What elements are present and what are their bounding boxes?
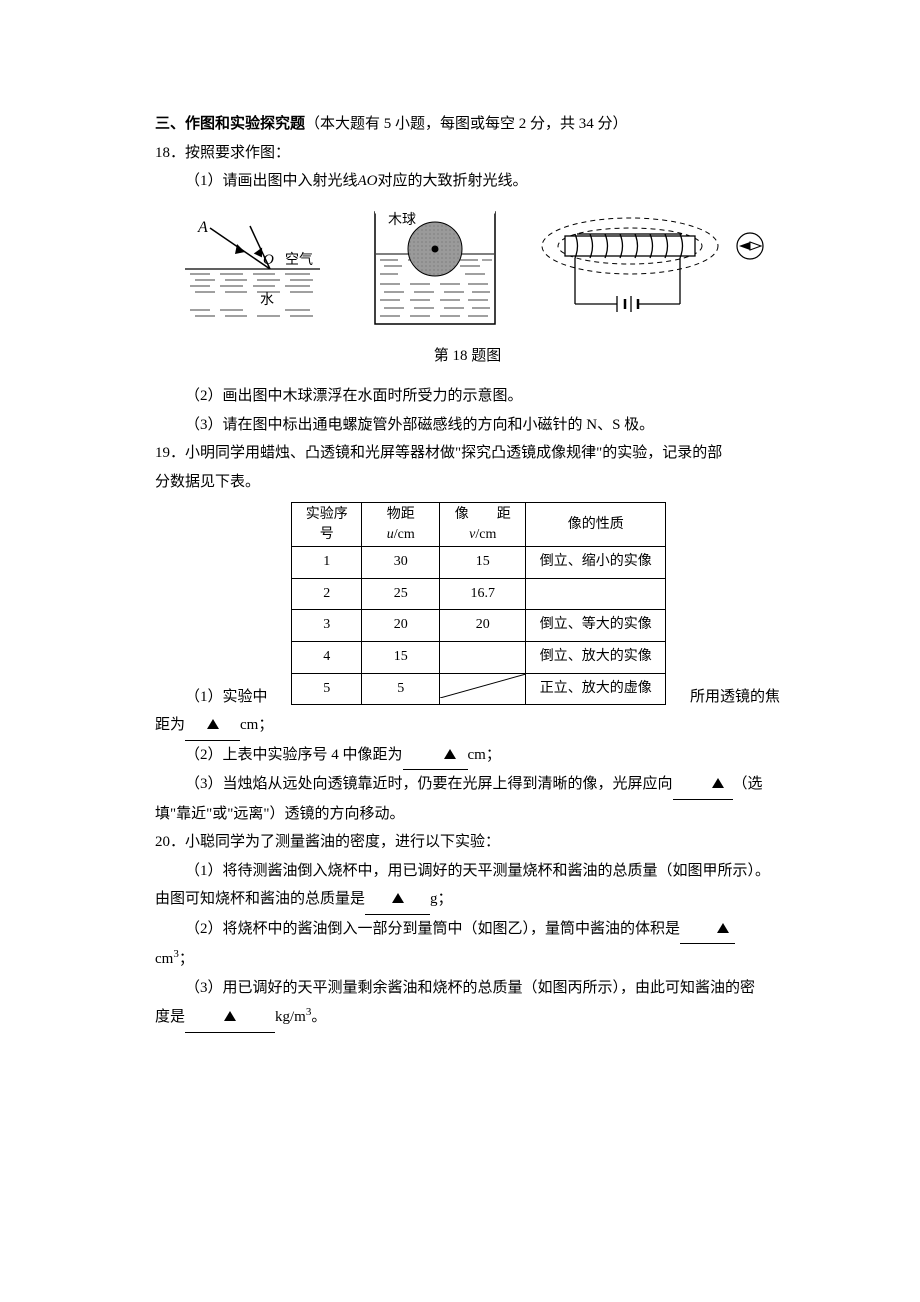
table-row: 2 25 16.7 bbox=[292, 578, 666, 610]
cell: 5 bbox=[362, 673, 440, 705]
q18-fig1: A O 空气 水 bbox=[165, 214, 340, 334]
cell: 15 bbox=[440, 547, 526, 579]
triangle-icon bbox=[717, 923, 729, 933]
q19-p1-after: 所用透镜的焦 bbox=[690, 683, 780, 712]
q20-p3-unit: kg/m bbox=[275, 1009, 306, 1025]
section-title-note: （本大题有 5 小题，每图或每空 2 分，共 34 分） bbox=[305, 116, 628, 132]
q19-p2: （2）上表中实验序号 4 中像距为 cm； bbox=[155, 741, 780, 771]
q18-stem: 18．按照要求作图： bbox=[155, 139, 780, 168]
q19-num: 19． bbox=[155, 445, 185, 461]
q18-num: 18． bbox=[155, 145, 185, 161]
triangle-icon bbox=[392, 893, 404, 903]
q20-num: 20． bbox=[155, 834, 185, 850]
q19-p1-line2b: cm； bbox=[240, 717, 273, 733]
cell: 3 bbox=[292, 610, 362, 642]
q19-table: 实验序号 物距 u/cm 像 距v/cm 像的性质 1 30 15 倒立、缩小的… bbox=[291, 502, 666, 705]
cell: 30 bbox=[362, 547, 440, 579]
q18-fig1-label-air: 空气 bbox=[285, 252, 313, 268]
q18-p1-ao: AO bbox=[358, 173, 378, 189]
q20-p3b-text: 度是 bbox=[155, 1009, 185, 1025]
q19-p3b: （选 bbox=[733, 776, 763, 792]
triangle-icon bbox=[207, 719, 219, 729]
cell: 16.7 bbox=[440, 578, 526, 610]
q18-p1: （1）请画出图中入射光线AO对应的大致折射光线。 bbox=[155, 167, 780, 196]
q19-p3-line2: 填"靠近"或"远离"）透镜的方向移动。 bbox=[155, 800, 780, 829]
cell: 15 bbox=[362, 641, 440, 673]
q20-p2-end: ； bbox=[179, 951, 194, 967]
table-row: 1 30 15 倒立、缩小的实像 bbox=[292, 547, 666, 579]
q20-stem-text: 小聪同学为了测量酱油的密度，进行以下实验： bbox=[185, 834, 500, 850]
q19-th-2: 像 距v/cm bbox=[440, 503, 526, 547]
section-heading: 三、作图和实验探究题（本大题有 5 小题，每图或每空 2 分，共 34 分） bbox=[155, 110, 780, 139]
q19-p3-line1: （3）当烛焰从远处向透镜靠近时，仍要在光屏上得到清晰的像，光屏应向 （选 bbox=[155, 770, 780, 800]
q18-figures: A O 空气 水 bbox=[165, 204, 780, 334]
q20-p1a: （1）将待测酱油倒入烧杯中，用已调好的天平测量烧杯和酱油的总质量（如图甲所示）。 bbox=[155, 857, 780, 886]
q20-p2b: cm3； bbox=[155, 944, 780, 974]
cell: 4 bbox=[292, 641, 362, 673]
blank bbox=[185, 711, 240, 741]
blank bbox=[673, 770, 733, 800]
cell: 倒立、放大的实像 bbox=[526, 641, 666, 673]
q19-th-3: 像的性质 bbox=[526, 503, 666, 547]
cell: 正立、放大的虚像 bbox=[526, 673, 666, 705]
q18-fig2-label: 木球 bbox=[388, 212, 416, 228]
q20-p2a: （2）将烧杯中的酱油倒入一部分到量筒中（如图乙），量筒中酱油的体积是 bbox=[155, 915, 780, 945]
q20-stem: 20．小聪同学为了测量酱油的密度，进行以下实验： bbox=[155, 828, 780, 857]
blank bbox=[185, 1003, 275, 1033]
q18-fig1-label-water: 水 bbox=[260, 292, 274, 308]
q19-p1-line2a: 距为 bbox=[155, 717, 185, 733]
q19-p1-before: （1）实验中 bbox=[155, 683, 268, 712]
q20-p3b: 度是kg/m3。 bbox=[155, 1002, 780, 1033]
q19-p3a: （3）当烛焰从远处向透镜靠近时，仍要在光屏上得到清晰的像，光屏应向 bbox=[185, 776, 673, 792]
q19-stem-a: 19．小明同学用蜡烛、凸透镜和光屏等器材做"探究凸透镜成像规律"的实验，记录的部 bbox=[155, 439, 780, 468]
triangle-icon bbox=[712, 778, 724, 788]
q20-p1-unit: g； bbox=[430, 891, 453, 907]
q20-p2b-text: cm bbox=[155, 951, 173, 967]
q18-fig1-label-A: A bbox=[197, 219, 208, 236]
q19-row1: （1）实验中 实验序号 物距 u/cm 像 距v/cm 像的性质 1 30 15… bbox=[155, 496, 780, 711]
cell: 倒立、缩小的实像 bbox=[526, 547, 666, 579]
cell: 20 bbox=[362, 610, 440, 642]
cell-diag bbox=[440, 673, 526, 705]
q18-p1-a: （1）请画出图中入射光线 bbox=[185, 173, 358, 189]
q19-th-1: 物距 u/cm bbox=[362, 503, 440, 547]
cell: 1 bbox=[292, 547, 362, 579]
q19-th-0: 实验序号 bbox=[292, 503, 362, 547]
q20-p1b-text: 由图可知烧杯和酱油的总质量是 bbox=[155, 891, 365, 907]
q18-fig2: 木球 bbox=[360, 204, 515, 334]
q18-fig3 bbox=[535, 204, 780, 334]
q18-fig1-label-O: O bbox=[263, 252, 274, 268]
q20-p3-end: 。 bbox=[311, 1009, 326, 1025]
q19-stem-b: 分数据见下表。 bbox=[155, 468, 780, 497]
q20-p2a-text: （2）将烧杯中的酱油倒入一部分到量筒中（如图乙），量筒中酱油的体积是 bbox=[185, 921, 680, 937]
q19-p1-line2: 距为 cm； bbox=[155, 711, 780, 741]
cell: 5 bbox=[292, 673, 362, 705]
q19-stem-a-text: 小明同学用蜡烛、凸透镜和光屏等器材做"探究凸透镜成像规律"的实验，记录的部 bbox=[185, 445, 722, 461]
cell: 25 bbox=[362, 578, 440, 610]
cell: 20 bbox=[440, 610, 526, 642]
cell: 2 bbox=[292, 578, 362, 610]
q18-stem-text: 按照要求作图： bbox=[185, 145, 290, 161]
table-row: 3 20 20 倒立、等大的实像 bbox=[292, 610, 666, 642]
q18-p1-b: 对应的大致折射光线。 bbox=[378, 173, 528, 189]
cell: 倒立、等大的实像 bbox=[526, 610, 666, 642]
q18-p2: （2）画出图中木球漂浮在水面时所受力的示意图。 bbox=[155, 382, 780, 411]
cell bbox=[526, 578, 666, 610]
cell bbox=[440, 641, 526, 673]
q20-p1b: 由图可知烧杯和酱油的总质量是 g； bbox=[155, 885, 780, 915]
table-row: 5 5 正立、放大的虚像 bbox=[292, 673, 666, 705]
triangle-icon bbox=[444, 749, 456, 759]
table-row: 4 15 倒立、放大的实像 bbox=[292, 641, 666, 673]
triangle-icon bbox=[224, 1011, 236, 1021]
blank bbox=[680, 915, 735, 945]
blank bbox=[403, 741, 468, 771]
q18-caption: 第 18 题图 bbox=[155, 342, 780, 371]
q19-p2-text: （2）上表中实验序号 4 中像距为 bbox=[185, 747, 403, 763]
q18-p3: （3）请在图中标出通电螺旋管外部磁感线的方向和小磁针的 N、S 极。 bbox=[155, 411, 780, 440]
blank bbox=[365, 885, 430, 915]
section-title: 三、作图和实验探究题 bbox=[155, 116, 305, 132]
q20-p3a: （3）用已调好的天平测量剩余酱油和烧杯的总质量（如图丙所示），由此可知酱油的密 bbox=[155, 974, 780, 1003]
q19-p2-unit: cm； bbox=[468, 747, 501, 763]
